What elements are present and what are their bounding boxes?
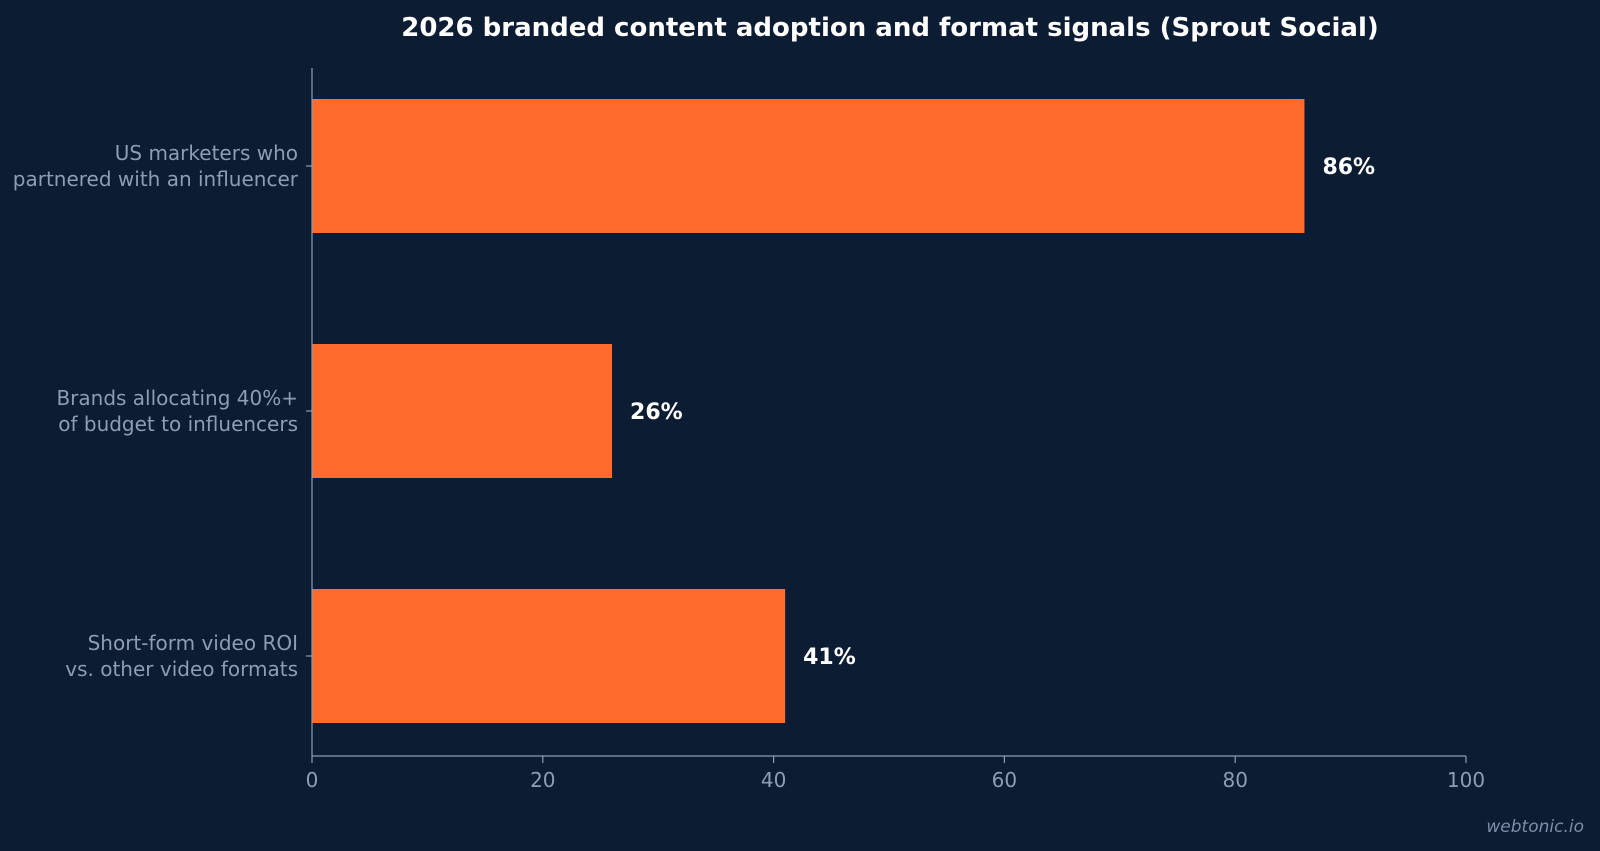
category-label-2: Short-form video ROI vs. other video form… xyxy=(65,631,298,681)
axes-layer: US marketers who partnered with an influe… xyxy=(13,68,1485,792)
category-label-1: Brands allocating 40%+ of budget to influ… xyxy=(56,386,298,436)
value-label-2: 41% xyxy=(803,645,856,670)
chart-title: 2026 branded content adoption and format… xyxy=(401,13,1379,43)
bars-layer: 86% 26% 41% xyxy=(312,99,1375,723)
value-label-0: 86% xyxy=(1322,155,1375,180)
bar-0 xyxy=(312,99,1305,233)
category-label-line: of budget to influencers xyxy=(58,412,298,436)
x-tick-label-1: 20 xyxy=(530,768,555,792)
category-label-line: Short-form video ROI xyxy=(88,631,298,655)
category-label-line: partnered with an influencer xyxy=(13,167,299,191)
value-label-1: 26% xyxy=(630,400,683,425)
category-label-0: US marketers who partnered with an influe… xyxy=(13,141,299,191)
category-label-line: Brands allocating 40%+ xyxy=(56,386,298,410)
x-tick-label-3: 60 xyxy=(992,768,1017,792)
x-tick-label-4: 80 xyxy=(1222,768,1247,792)
x-tick-label-5: 100 xyxy=(1447,768,1485,792)
bar-1 xyxy=(312,344,613,478)
x-tick-label-0: 0 xyxy=(306,768,319,792)
x-tick-label-2: 40 xyxy=(761,768,786,792)
category-label-line: vs. other video formats xyxy=(65,657,298,681)
category-label-line: US marketers who xyxy=(115,141,298,165)
bar-2 xyxy=(312,589,786,723)
watermark: webtonic.io xyxy=(1486,817,1584,837)
